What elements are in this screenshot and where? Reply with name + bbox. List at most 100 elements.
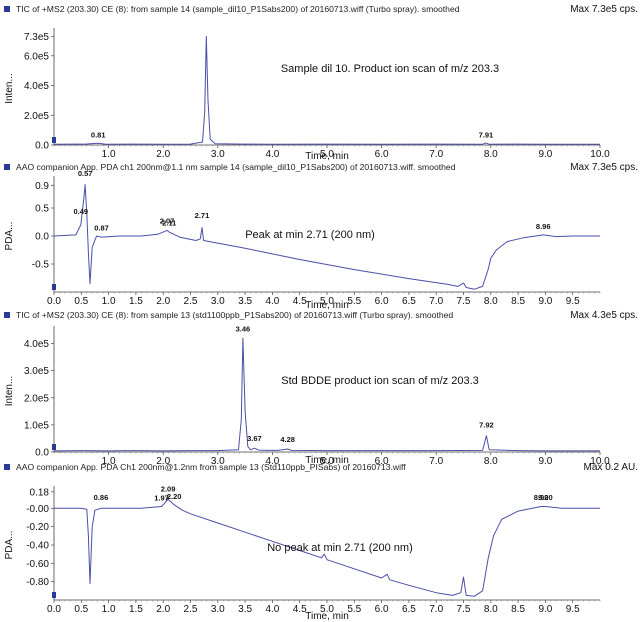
x-tick-label: 4.0: [265, 149, 279, 160]
y-tick-label: 0.0: [35, 448, 49, 459]
x-tick-label: 2.0: [156, 149, 170, 160]
series-line: [54, 498, 600, 597]
peak-label: 2.71: [195, 211, 210, 220]
x-tick-label: 10.0: [590, 149, 610, 160]
series-line: [53, 184, 600, 290]
peak-label: 0.81: [91, 131, 106, 140]
x-tick-label: 5.0: [320, 149, 334, 160]
x-tick-label: 5.0: [320, 604, 334, 615]
y-tick-label: -0.40: [26, 541, 49, 552]
x-tick-label: 3.0: [211, 296, 225, 307]
x-tick-label: 8.0: [484, 456, 498, 467]
peak-label: 1.97: [154, 494, 169, 503]
x-tick-label: 0.5: [74, 604, 88, 615]
y-axis-label: Inten...: [4, 376, 15, 407]
peak-label: 2.20: [167, 492, 182, 501]
header-marker-icon: [4, 6, 10, 12]
x-tick-label: 8.0: [484, 604, 498, 615]
peak-label: 0.49: [73, 207, 88, 216]
y-tick-label: -0.60: [26, 559, 49, 570]
chart-header: AAO companion App. PDA Ch1 200nm@1.2nm f…: [16, 462, 406, 472]
x-tick-label: 8.5: [511, 296, 525, 307]
annotation-text: Std BDDE product ion scan of m/z 203.3: [281, 375, 479, 387]
x-tick-label: 2.0: [156, 296, 170, 307]
y-axis-label: PDA...: [4, 531, 15, 560]
x-tick-label: 4.5: [293, 296, 307, 307]
y-tick-label: 4.0e5: [24, 81, 49, 92]
x-tick-label: 6.5: [402, 296, 416, 307]
x-tick-label: 2.5: [184, 296, 198, 307]
x-tick-label: 3.0: [211, 149, 225, 160]
x-tick-label: 4.0: [265, 604, 279, 615]
peak-label: 2.11: [162, 218, 176, 227]
x-tick-label: 9.5: [566, 296, 580, 307]
x-axis-label: Time, min: [305, 611, 349, 622]
y-tick-label: -0.00: [26, 504, 49, 515]
peak-label: 9.00: [538, 493, 553, 502]
y-tick-label: 3.0e5: [24, 366, 49, 377]
x-tick-label: 4.5: [293, 604, 307, 615]
peak-label: 0.86: [94, 493, 109, 502]
x-tick-label: 7.0: [429, 456, 443, 467]
x-tick-label: 3.0: [211, 604, 225, 615]
y-tick-label: 6.0e5: [24, 51, 49, 62]
y-tick-label: 4.0e5: [24, 339, 49, 350]
x-tick-label: 7.5: [457, 604, 471, 615]
y-tick-label: 0.9: [35, 181, 49, 192]
x-tick-label: 7.0: [429, 296, 443, 307]
peak-label: 2.07: [160, 217, 175, 226]
x-axis-label: Time, min: [305, 455, 349, 466]
x-tick-label: 9.0: [538, 456, 552, 467]
x-tick-label: 6.0: [375, 296, 389, 307]
peak-label: 2.09: [161, 485, 176, 494]
x-tick-label: 6.0: [375, 604, 389, 615]
y-tick-label: -0.5: [32, 260, 50, 271]
axis-marker-icon: [52, 137, 56, 143]
y-tick-label: 2.0e5: [24, 393, 49, 404]
peak-label: 8.96: [536, 222, 551, 231]
x-tick-label: 9.0: [538, 149, 552, 160]
x-tick-label: 0.5: [74, 296, 88, 307]
x-tick-label: 5.5: [347, 604, 361, 615]
chart-panel-1: TIC of +MS2 (203.30) CE (8): from sample…: [4, 4, 638, 162]
y-tick-label: 7.3e5: [24, 32, 49, 43]
x-tick-label: 6.5: [402, 604, 416, 615]
series-line: [53, 337, 600, 452]
x-tick-label: 5.5: [347, 296, 361, 307]
x-tick-label: 9.0: [538, 296, 552, 307]
x-tick-label: 3.5: [238, 296, 252, 307]
peak-label: 8.92: [534, 493, 549, 502]
peak-label: 0.87: [94, 223, 109, 232]
x-tick-label: 0.0: [47, 296, 61, 307]
x-tick-label: 0.0: [47, 604, 61, 615]
x-tick-label: 5.0: [320, 296, 334, 307]
max-intensity-label: Max 0.2 AU.: [584, 462, 638, 473]
x-tick-label: 7.0: [429, 604, 443, 615]
x-tick-label: 7.0: [429, 149, 443, 160]
x-tick-label: 1.0: [102, 456, 116, 467]
peak-label: 4.28: [280, 435, 295, 444]
x-tick-label: 1.0: [102, 604, 116, 615]
x-tick-label: 8.0: [484, 149, 498, 160]
chart-header: TIC of +MS2 (203.30) CE (8): from sample…: [16, 310, 453, 320]
x-tick-label: 8.0: [484, 296, 498, 307]
x-tick-label: 1.0: [102, 296, 116, 307]
x-tick-label: 4.0: [265, 296, 279, 307]
x-tick-label: 2.5: [184, 604, 198, 615]
peak-label: 0.57: [78, 169, 93, 178]
x-tick-label: 3.0: [211, 456, 225, 467]
y-tick-label: 0.18: [30, 487, 50, 498]
series-line: [53, 36, 600, 145]
x-tick-label: 1.5: [129, 296, 143, 307]
x-tick-label: 6.0: [375, 149, 389, 160]
x-tick-label: 5.0: [320, 456, 334, 467]
x-tick-label: 4.0: [265, 456, 279, 467]
axis-marker-icon: [52, 444, 56, 450]
header-marker-icon: [4, 464, 10, 470]
y-tick-label: 1.0e5: [24, 420, 49, 431]
y-axis-label: PDA...: [4, 222, 15, 251]
chart-panel-3: TIC of +MS2 (203.30) CE (8): from sample…: [4, 310, 638, 467]
max-intensity-label: Max 7.3e5 cps.: [570, 162, 638, 173]
y-tick-label: 0.0: [35, 141, 49, 152]
chart-header: AAO companion App. PDA ch1 200nm@1.1 nm …: [16, 162, 456, 172]
